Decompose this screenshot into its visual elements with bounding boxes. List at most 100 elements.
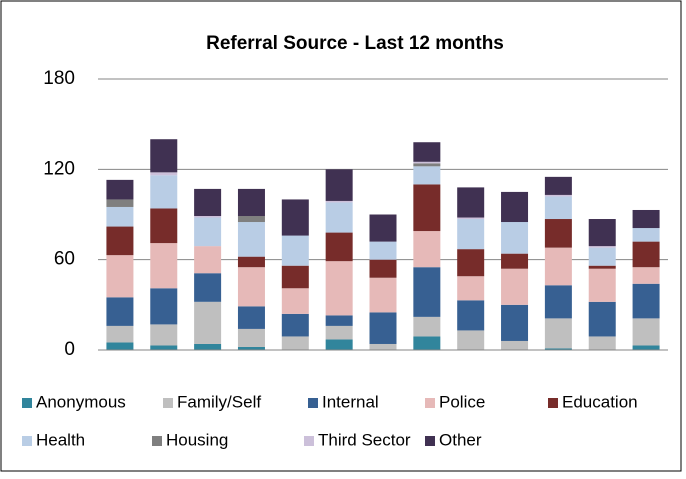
bar-segment: [588, 336, 616, 350]
bar-segment: [544, 285, 572, 319]
y-tick-label: 120: [43, 158, 75, 179]
bar-segment: [194, 343, 222, 350]
bar-segment: [544, 348, 572, 350]
bar-segment: [325, 315, 353, 326]
legend-label: Internal: [322, 392, 379, 411]
legend-label: Housing: [166, 430, 228, 449]
bar-segment: [544, 196, 572, 220]
legend-swatch: [425, 436, 435, 446]
legend-label: Health: [36, 430, 85, 449]
bar-segment: [194, 273, 222, 302]
bar-segment: [106, 325, 134, 343]
bar-segment: [237, 256, 265, 268]
bar-segment: [237, 346, 265, 350]
legend-swatch: [425, 398, 435, 408]
bar-segment: [588, 301, 616, 337]
bar-segment: [281, 265, 309, 289]
legend-swatch: [22, 398, 32, 408]
bar-segment: [106, 199, 134, 207]
bar-segment: [544, 318, 572, 349]
legend-swatch: [308, 398, 318, 408]
bar-segment: [237, 306, 265, 329]
bar-segment: [632, 209, 660, 229]
bar-segment: [632, 241, 660, 268]
bar-segment: [237, 267, 265, 307]
bar-segment: [237, 222, 265, 257]
bar-segment: [457, 217, 485, 220]
legend-label: Third Sector: [318, 430, 411, 449]
bar-segment: [150, 243, 178, 289]
bar-segment: [544, 176, 572, 195]
bar-segment: [281, 199, 309, 236]
bar-segment: [106, 297, 134, 326]
bar-segment: [150, 208, 178, 244]
bar-segment: [237, 328, 265, 347]
bar-segment: [150, 172, 178, 176]
bar-segment: [457, 219, 485, 250]
bar-segment: [413, 231, 441, 268]
bar-segment: [588, 265, 616, 269]
bar-segment: [369, 277, 397, 313]
bar-segment: [369, 343, 397, 350]
bar-segment: [325, 200, 353, 203]
bar-segment: [369, 214, 397, 242]
bar-segment: [194, 188, 222, 217]
legend-label: Police: [439, 392, 485, 411]
bar-segment: [281, 288, 309, 314]
legend-swatch: [548, 398, 558, 408]
legend-swatch: [304, 436, 314, 446]
bar-segment: [281, 235, 309, 266]
legend-label: Family/Self: [177, 392, 261, 411]
bar-segment: [413, 163, 441, 167]
bar-segment: [106, 179, 134, 200]
bar-segment: [150, 345, 178, 350]
bar-segment: [194, 246, 222, 274]
bar-segment: [281, 336, 309, 350]
bar-segment: [237, 188, 265, 217]
y-tick-label: 0: [64, 339, 75, 360]
bar-segment: [501, 191, 529, 223]
bar-segment: [413, 166, 441, 185]
bar-segment: [106, 255, 134, 298]
chart-title: Referral Source - Last 12 months: [206, 33, 504, 54]
y-tick-label: 180: [43, 68, 75, 89]
bar-segment: [501, 253, 529, 269]
bar-segment: [150, 175, 178, 209]
bar-segment: [632, 283, 660, 319]
bar-segment: [588, 246, 616, 248]
bar-segment: [150, 288, 178, 325]
bar-segment: [325, 202, 353, 233]
legend-label: Other: [439, 430, 482, 449]
bar-segment: [106, 342, 134, 350]
bar-segment: [413, 316, 441, 337]
bar-segment: [457, 300, 485, 331]
bar-segment: [457, 330, 485, 350]
bar-segment: [413, 267, 441, 317]
bar-segment: [501, 340, 529, 350]
bar-segment: [194, 216, 222, 218]
bar-segment: [150, 324, 178, 346]
bar-segment: [588, 219, 616, 247]
bar-segment: [632, 267, 660, 284]
legend-label: Education: [562, 392, 638, 411]
bar-segment: [632, 345, 660, 350]
bar-segment: [544, 194, 572, 197]
bar-segment: [501, 222, 529, 254]
legend-label: Anonymous: [36, 392, 126, 411]
bar-segment: [457, 187, 485, 218]
bar-segment: [457, 276, 485, 301]
bar-segment: [150, 139, 178, 173]
bar-segment: [501, 304, 529, 341]
bar-segment: [544, 219, 572, 248]
bar-segment: [413, 336, 441, 350]
bar-segment: [413, 161, 441, 164]
bar-segment: [544, 247, 572, 286]
bar-segment: [588, 247, 616, 266]
bar-segment: [369, 259, 397, 278]
bar-segment: [413, 142, 441, 162]
legend-swatch: [163, 398, 173, 408]
bar-segment: [632, 318, 660, 346]
bar-segment: [501, 268, 529, 305]
bar-segment: [325, 169, 353, 201]
